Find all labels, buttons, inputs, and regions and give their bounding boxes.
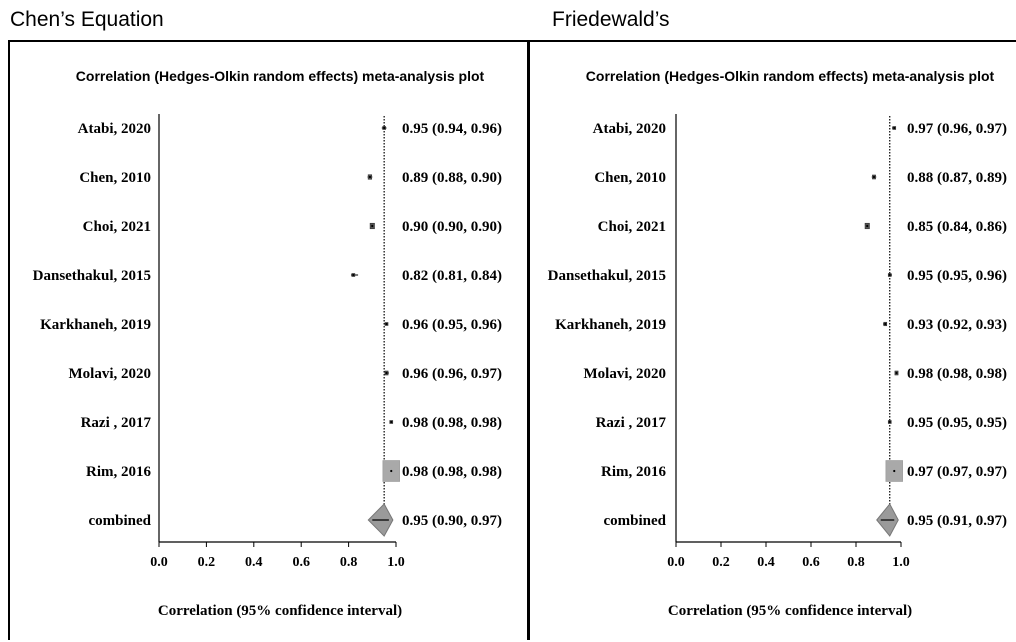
chart-title: Correlation (Hedges-Olkin random effects… <box>76 68 485 84</box>
study-ci-label: 0.98 (0.98, 0.98) <box>907 366 1007 382</box>
point-estimate <box>383 126 386 130</box>
forest-plot-left: Correlation (Hedges-Olkin random effects… <box>33 68 502 619</box>
x-axis-label: Correlation (95% confidence interval) <box>158 603 402 619</box>
x-tick-label: 0.6 <box>802 555 820 570</box>
study-ci-label: 0.98 (0.98, 0.98) <box>402 415 502 431</box>
study-name: Molavi, 2020 <box>69 366 152 382</box>
study-ci-label: 0.93 (0.92, 0.93) <box>907 317 1007 333</box>
study-name: Rim, 2016 <box>86 464 151 480</box>
heading-left: Chen’s Equation <box>10 8 164 31</box>
combined-label: combined <box>88 513 151 529</box>
x-tick-label: 0.8 <box>847 555 865 570</box>
study-ci-label: 0.85 (0.84, 0.86) <box>907 219 1007 235</box>
study-ci-label: 0.95 (0.95, 0.96) <box>907 268 1007 284</box>
study-ci-label: 0.88 (0.87, 0.89) <box>907 170 1007 186</box>
point-estimate <box>390 469 393 473</box>
point-estimate <box>390 420 393 424</box>
point-estimate <box>884 322 887 326</box>
study-name: Atabi, 2020 <box>593 121 666 137</box>
study-name: Karkhaneh, 2019 <box>555 317 666 333</box>
point-estimate <box>888 273 891 277</box>
combined-label: combined <box>603 513 666 529</box>
study-ci-label: 0.96 (0.96, 0.97) <box>402 366 502 382</box>
study-ci-label: 0.97 (0.97, 0.97) <box>907 464 1007 480</box>
study-name: Dansethakul, 2015 <box>33 268 151 284</box>
study-ci-label: 0.90 (0.90, 0.90) <box>402 219 502 235</box>
study-name: Karkhaneh, 2019 <box>40 317 151 333</box>
combined-ci-label: 0.95 (0.90, 0.97) <box>402 513 502 529</box>
x-axis-label: Correlation (95% confidence interval) <box>668 603 912 619</box>
study-name: Chen, 2010 <box>594 170 666 186</box>
study-ci-label: 0.98 (0.98, 0.98) <box>402 464 502 480</box>
x-tick-label: 0.4 <box>757 555 775 570</box>
point-estimate <box>872 175 876 179</box>
study-ci-label: 0.89 (0.88, 0.90) <box>402 170 502 186</box>
point-estimate <box>888 420 891 424</box>
point-estimate <box>895 371 898 375</box>
chart-title: Correlation (Hedges-Olkin random effects… <box>586 68 995 84</box>
x-tick-label: 0.2 <box>198 555 216 570</box>
x-tick-label: 0.2 <box>712 555 730 570</box>
study-ci-label: 0.95 (0.95, 0.95) <box>907 415 1007 431</box>
point-estimate <box>385 371 388 375</box>
forest-plot-panel-right: Correlation (Hedges-Olkin random effects… <box>528 40 1016 640</box>
point-estimate <box>371 224 374 228</box>
x-tick-label: 0.6 <box>292 555 310 570</box>
x-tick-label: 0.0 <box>667 555 685 570</box>
study-name: Razi , 2017 <box>596 415 667 431</box>
study-name: Chen, 2010 <box>79 170 151 186</box>
point-estimate <box>368 175 372 179</box>
point-estimate <box>385 322 388 326</box>
study-name: Choi, 2021 <box>83 219 151 235</box>
x-tick-label: 0.0 <box>150 555 168 570</box>
study-name: Dansethakul, 2015 <box>548 268 666 284</box>
point-estimate <box>893 126 896 130</box>
x-tick-label: 0.8 <box>340 555 358 570</box>
combined-ci-label: 0.95 (0.91, 0.97) <box>907 513 1007 529</box>
x-tick-label: 1.0 <box>892 555 910 570</box>
study-name: Rim, 2016 <box>601 464 666 480</box>
study-ci-label: 0.96 (0.95, 0.96) <box>402 317 502 333</box>
study-ci-label: 0.95 (0.94, 0.96) <box>402 121 502 137</box>
forest-plot-panel-left: Correlation (Hedges-Olkin random effects… <box>8 40 529 640</box>
x-tick-label: 0.4 <box>245 555 263 570</box>
study-name: Molavi, 2020 <box>584 366 667 382</box>
forest-plot-right: Correlation (Hedges-Olkin random effects… <box>548 68 1007 619</box>
point-estimate <box>352 273 355 277</box>
x-tick-label: 1.0 <box>387 555 405 570</box>
heading-right: Friedewald’s <box>552 8 670 31</box>
study-ci-label: 0.82 (0.81, 0.84) <box>402 268 502 284</box>
study-name: Choi, 2021 <box>598 219 666 235</box>
study-name: Razi , 2017 <box>81 415 152 431</box>
study-name: Atabi, 2020 <box>78 121 151 137</box>
point-estimate <box>866 224 869 228</box>
study-ci-label: 0.97 (0.96, 0.97) <box>907 121 1007 137</box>
point-estimate <box>893 469 896 473</box>
